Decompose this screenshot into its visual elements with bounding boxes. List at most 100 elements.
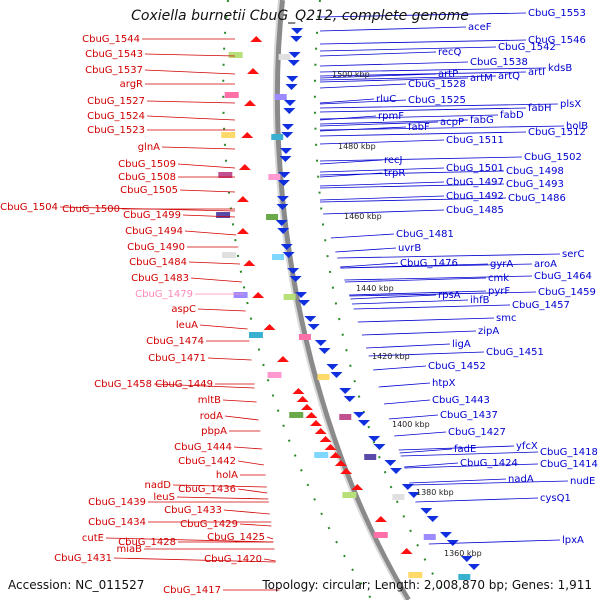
right-gene-label: CbuG_1501 [446, 163, 504, 174]
right-leader-line [415, 497, 539, 503]
right-leader-line [398, 445, 515, 451]
forward-gene-arrow [280, 244, 293, 250]
right-leader-line [319, 99, 407, 105]
left-gene-label: CbuG_1444 [174, 442, 232, 453]
left-gene-label: CbuG_1500 [62, 204, 120, 215]
right-gene-label: CbuG_1498 [506, 166, 564, 177]
left-leader-line [197, 308, 246, 312]
forward-gene-arrow [314, 340, 327, 346]
forward-gene-arrow [290, 36, 303, 42]
annotation-box [289, 412, 304, 418]
right-gene-label: rluC [376, 94, 396, 105]
reverse-gene-arrow [296, 396, 309, 402]
right-leader-line [323, 209, 445, 215]
right-gene-label: pyrF [488, 286, 510, 297]
right-gene-label: CbuG_1542 [498, 42, 556, 53]
right-gene-label: nudE [570, 476, 595, 487]
right-leader-line [337, 253, 561, 259]
right-leader-line [319, 131, 527, 137]
left-leader-line [199, 324, 248, 330]
right-leader-line [319, 183, 505, 189]
right-gene-label: holB [566, 121, 588, 132]
left-leader-line [233, 446, 263, 450]
right-gene-label: CbuG_1511 [446, 135, 504, 146]
right-leader-line [319, 125, 565, 131]
scale-mark-label: 1500 kbp [332, 70, 370, 79]
forward-gene-arrow [284, 100, 296, 106]
left-gene-label: CbuG_1505 [120, 185, 178, 196]
forward-gene-arrow [287, 268, 300, 274]
left-gene-label: CbuG_1494 [125, 226, 183, 237]
right-leader-line [330, 233, 395, 239]
right-gene-label: CbuG_1457 [512, 300, 570, 311]
forward-gene-arrow [283, 108, 296, 114]
forward-gene-arrow [277, 228, 290, 234]
left-gene-label: pbpA [201, 426, 227, 437]
right-leader-line [366, 343, 451, 349]
annotation-box [408, 572, 423, 578]
left-gene-label: miaB [116, 544, 142, 555]
right-gene-label: acpP [440, 117, 464, 128]
forward-gene-arrow [460, 556, 473, 562]
right-leader-line [383, 399, 431, 405]
right-gene-label: yfcX [516, 441, 538, 452]
annotation-box [224, 92, 239, 98]
right-leader-line [361, 330, 477, 336]
left-gene-label: CbuG_1429 [180, 519, 238, 530]
right-gene-label: CbuG_1437 [440, 410, 498, 421]
reverse-gene-arrow [329, 452, 342, 458]
forward-gene-arrow [277, 180, 290, 186]
right-leader-line [319, 71, 527, 77]
left-gene-label: CbuG_1449 [155, 379, 213, 390]
left-leader-line [161, 146, 236, 150]
right-gene-label: CbuG_1452 [428, 361, 486, 372]
right-leader-line [319, 67, 547, 73]
left-gene-label: CbuG_1434 [88, 517, 146, 528]
annotation-box [233, 292, 248, 298]
right-leader-line [319, 46, 497, 52]
annotation-box [271, 134, 284, 140]
reverse-gene-arrow [241, 132, 254, 138]
forward-gene-arrow [281, 132, 294, 138]
forward-gene-arrow [287, 60, 300, 66]
left-gene-label: CbuG_1458 [94, 379, 152, 390]
left-gene-label: CbuG_1431 [54, 553, 112, 564]
annotation-box [278, 54, 291, 60]
right-gene-label: CbuG_1459 [538, 287, 596, 298]
left-leader-line [153, 383, 255, 389]
reverse-gene-arrow [314, 428, 327, 434]
right-gene-label: artP [438, 69, 458, 80]
forward-gene-arrow [353, 412, 366, 418]
left-gene-label: CbuG_1523 [87, 125, 145, 136]
forward-gene-arrow [286, 76, 299, 82]
right-leader-line [319, 181, 445, 187]
forward-gene-arrow [291, 28, 304, 34]
right-leader-line [319, 197, 507, 203]
annotation-box [392, 494, 405, 500]
left-gene-label: cutE [82, 533, 104, 544]
right-gene-label: CbuG_1424 [460, 458, 518, 469]
right-gene-label: fabH [528, 103, 552, 114]
left-gene-label: CbuG_1524 [87, 111, 145, 122]
summary-text: Topology: circular; Length: 2,008,870 bp… [262, 578, 592, 592]
right-gene-label: CbuG_1443 [432, 395, 490, 406]
forward-gene-arrow [330, 372, 343, 378]
right-leader-line [319, 12, 527, 18]
annotation-box [216, 212, 231, 218]
left-leader-line [146, 115, 236, 121]
annotation-box [423, 534, 436, 540]
reverse-gene-arrow [236, 228, 249, 234]
right-leader-line [388, 414, 439, 420]
right-gene-label: CbuG_1497 [446, 177, 504, 188]
forward-gene-arrow [275, 220, 288, 226]
right-gene-label: kdsB [548, 63, 572, 74]
left-gene-label: CbuG_1484 [129, 257, 187, 268]
scale-mark-label: 1380 kbp [416, 488, 454, 497]
right-leader-line [319, 195, 445, 201]
left-gene-label: CbuG_1537 [85, 65, 143, 76]
right-leader-line [400, 451, 539, 457]
annotation-box [274, 94, 287, 100]
right-gene-label: CbuG_1512 [528, 127, 586, 138]
reverse-gene-arrow [305, 412, 318, 418]
